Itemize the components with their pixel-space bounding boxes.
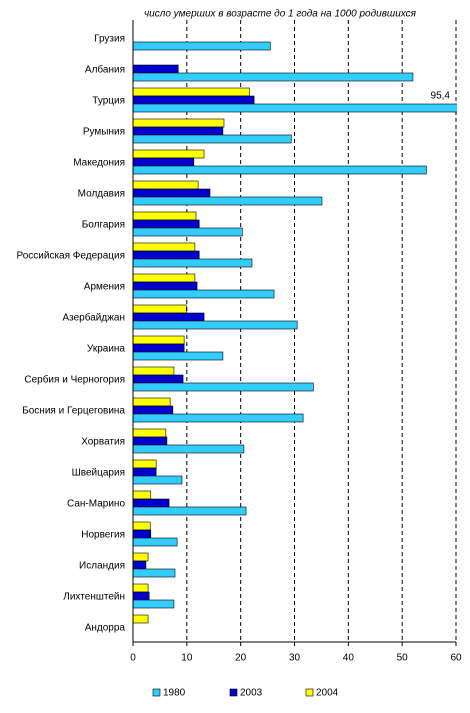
y-tick-label: Турция [92,96,125,107]
y-tick-label: Босния и Герцеговина [22,406,125,417]
bar [133,374,184,384]
y-tick-label: Исландия [79,561,125,572]
bar [133,568,176,578]
bar [133,273,196,283]
y-tick-label: Азербайджан [62,312,125,324]
bar [133,382,314,392]
bar [133,397,171,407]
y-tick-label: Македония [73,158,125,169]
y-tick-label: Грузия [94,34,125,45]
bar [133,304,187,314]
bar [133,103,457,113]
bar [133,211,197,221]
bar [133,289,275,299]
bar [133,552,149,562]
bar [133,227,243,237]
bar [133,64,179,74]
bar [133,614,149,624]
bar [133,188,211,198]
bar [133,95,255,105]
bar [133,335,185,345]
bar [133,467,157,477]
y-tick-label: Российская Федерация [16,251,125,262]
x-tick-label: 10 [181,653,193,664]
bar [133,498,170,508]
bar [133,459,157,469]
bar [133,366,175,376]
bars [133,41,457,624]
x-tick-label: 20 [235,653,247,664]
x-tick-label: 50 [397,653,409,664]
bar [133,428,167,438]
bar [133,490,152,500]
bar [133,583,149,593]
bar [133,506,247,516]
bar [133,118,225,128]
bar [133,134,292,144]
bar [133,599,175,609]
legend-swatch [229,688,238,697]
y-tick-label: Хорватия [81,437,125,448]
legend-label: 1980 [163,688,186,699]
y-tick-label: Андорра [85,623,126,634]
x-tick-label: 30 [289,653,301,664]
bar [133,242,196,252]
x-tick-label: 60 [450,653,462,664]
y-tick-label: Болгария [82,220,125,231]
y-tick-label: Румыния [83,127,125,138]
bar [133,72,414,82]
y-tick-label: Украина [87,344,126,355]
bar [133,196,323,206]
bar [133,219,200,229]
bar [133,320,298,330]
bar [133,149,205,159]
y-tick-label: Молдавия [78,189,125,200]
bar [133,87,250,97]
bar [133,343,185,353]
bar [133,165,427,175]
bar [133,529,152,539]
y-tick-label: Армения [84,282,125,293]
bar [133,126,224,136]
value-label: 95,4 [431,91,451,102]
bar [133,281,198,291]
y-tick-label: Албания [85,64,125,76]
y-tick-label: Норвегия [81,530,125,541]
bar [133,351,224,361]
y-tick-label: Лихтенштейн [63,592,125,603]
bar [133,591,150,601]
legend-label: 2004 [316,688,339,699]
legend-swatch [152,688,161,697]
chart-title: число умерших в возрасте до 1 года на 10… [144,9,417,20]
y-tick-label: Сан-Марино [67,499,125,510]
bar [133,405,174,415]
bar [133,521,151,531]
x-tick-label: 0 [130,653,136,664]
bar [133,475,183,485]
y-tick-label: Сербия и Черногория [24,374,125,386]
bar [133,444,245,454]
bar [133,436,168,446]
bar [133,157,195,167]
bar [133,537,178,547]
bar [133,180,199,190]
x-tick-label: 40 [343,653,355,664]
y-tick-label: Швейцария [72,468,125,479]
legend-label: 2003 [240,688,263,699]
bar [133,258,253,268]
bar [133,250,200,260]
legend-swatch [305,688,314,697]
bar [133,312,205,322]
bar [133,560,147,570]
bar [133,413,304,423]
bar [133,41,271,51]
